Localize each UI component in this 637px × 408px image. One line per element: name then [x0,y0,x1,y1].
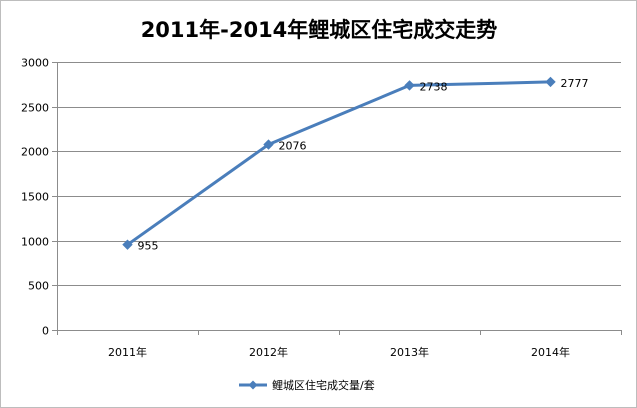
x-axis-ticks: 2011年 2012年 2013年 2014年 [108,345,570,359]
x-tick-label: 2011年 [108,345,147,359]
series-point [263,139,274,150]
legend: 鲤城区住宅成交量/套 [239,378,375,392]
x-tick-label: 2012年 [249,345,288,359]
y-tick-label: 1000 [21,236,49,249]
y-tick-label: 3000 [21,57,49,70]
x-tick-label: 2013年 [390,345,429,359]
y-tick-label: 2000 [21,146,49,159]
series-line [126,80,552,247]
series-point [404,80,415,91]
y-tick-label: 500 [28,280,49,293]
series-layer [122,76,556,250]
series-point [545,76,556,88]
chart-title: 2011年-2014年鲤城区住宅成交走势 [141,18,498,42]
data-labels: 955 2076 2738 2777 [138,77,589,253]
legend-label: 鲤城区住宅成交量/套 [272,378,375,392]
gridlines [52,62,622,335]
y-tick-label: 0 [42,325,49,338]
legend-marker [248,380,258,390]
data-label: 2738 [420,80,448,93]
x-tick-label: 2014年 [531,345,570,359]
data-label: 2076 [279,140,307,153]
y-tick-label: 2500 [21,102,49,115]
y-tick-label: 1500 [21,191,49,204]
data-label: 2777 [561,77,589,90]
data-label: 955 [138,240,159,253]
series-point [122,239,133,250]
y-axis-ticks: 0 500 1000 1500 2000 2500 3000 [21,57,49,338]
